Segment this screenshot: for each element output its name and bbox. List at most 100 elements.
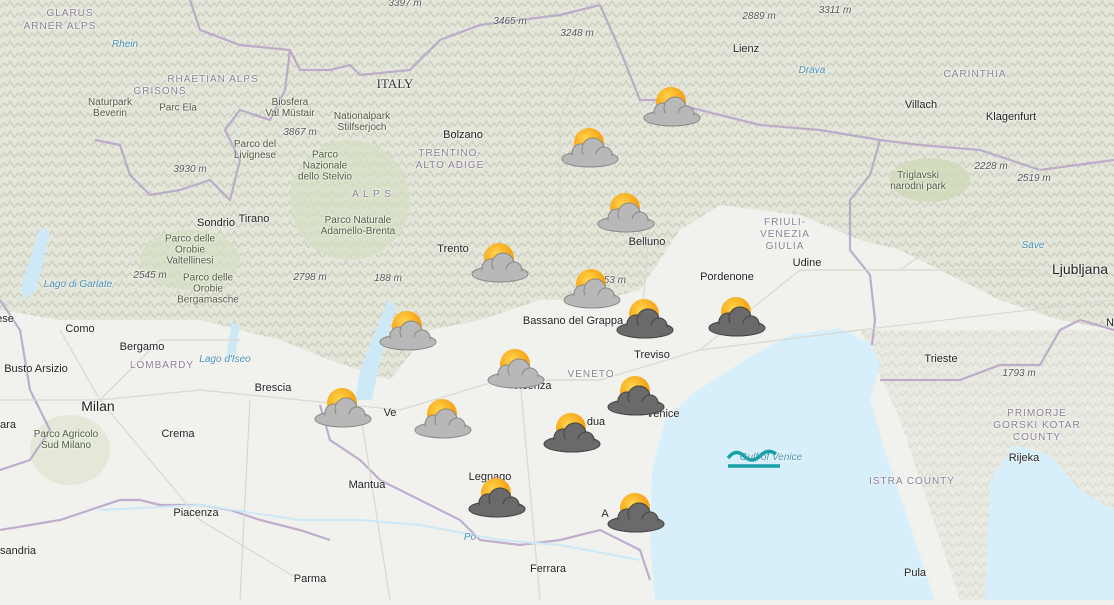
map-label-elev: 3465 m: [493, 16, 527, 27]
map-label-park: Naturpark Beverin: [88, 97, 132, 119]
map-label-park: Parco delle Orobie Valtellinesi: [164, 233, 216, 267]
map-label-elev: 188 m: [374, 273, 402, 284]
park-area: [890, 158, 970, 202]
sea: [650, 328, 935, 600]
cloud-shape: [616, 308, 674, 339]
map-label-elev: 3311 m: [818, 5, 852, 16]
map-label-city: Lienz: [732, 43, 760, 55]
map-label-elev: 3930 m: [173, 164, 207, 175]
cloud-shape: [597, 202, 655, 233]
cloud-shape: [607, 385, 665, 416]
map-label-city: Brescia: [254, 382, 292, 394]
map-label-region: VENETO: [567, 369, 615, 380]
map-label-park: Parco delle Orobie Bergamasche: [177, 272, 239, 306]
mostly-cloudy-icon[interactable]: [605, 373, 667, 417]
mostly-cloudy-icon[interactable]: [706, 294, 768, 338]
map-label-city: Bergamo: [119, 341, 165, 353]
partly-cloudy-icon[interactable]: [469, 240, 531, 284]
map-label-water: Drava: [798, 65, 826, 76]
map-label-elev: 1793 m: [1002, 368, 1036, 379]
map-label-city: Busto Arsizio: [4, 363, 68, 375]
map-label-region: ARNER ALPS: [23, 21, 97, 32]
map-label-city: Udine: [792, 257, 822, 269]
partly-cloudy-icon[interactable]: [377, 308, 439, 352]
cloud-shape: [471, 252, 529, 283]
partly-cloudy-icon[interactable]: [561, 266, 623, 310]
map-label-city: Trento: [437, 243, 469, 255]
map-label-water: Lago d'Iseo: [199, 354, 251, 365]
map-label-city: Parma: [293, 573, 327, 585]
map-label-elev: 3397 m: [388, 0, 422, 9]
map-label-city: Ferrara: [529, 563, 567, 575]
map-label-water: Rhein: [111, 39, 139, 50]
map-label-region: RHAETIAN ALPS: [167, 74, 259, 85]
map-label-city: Pordenone: [700, 271, 754, 283]
map-label-city: A: [601, 508, 609, 520]
cloud-shape: [414, 408, 472, 439]
cloud-shape: [607, 502, 665, 533]
cloud-shape: [314, 397, 372, 428]
map-label-city: Como: [65, 323, 95, 335]
park-area: [290, 140, 410, 260]
map-label-park: Parc Ela: [159, 102, 197, 114]
map-label-region: FRIULI-VENEZIA GIULIA: [760, 217, 810, 252]
map-label-water: Gulf of Venice: [739, 452, 803, 463]
map-label-park: Nationalpark Stilfserjoch: [333, 111, 391, 133]
cloud-shape: [708, 306, 766, 337]
map-label-region: PRIMORJE GORSKI KOTAR COUNTY: [993, 408, 1081, 443]
partly-cloudy-icon[interactable]: [641, 84, 703, 128]
map-label-city: Ve: [383, 407, 397, 419]
map-label-big: Ljubljana: [1051, 261, 1109, 277]
kvarner-sea: [985, 445, 1114, 600]
map-label-city: sandria: [0, 545, 37, 557]
map-label-city: Villach: [904, 99, 938, 111]
map-label-city: Bassano del Grappa: [522, 315, 624, 327]
cloud-shape: [487, 358, 545, 389]
map-label-water: Save: [1021, 240, 1045, 251]
po-river: [99, 503, 641, 561]
map-label-region: ISTRA COUNTY: [869, 476, 955, 487]
map-label-park: Triglavski narodni park: [890, 170, 946, 192]
cloud-shape: [468, 487, 526, 518]
waves-icon[interactable]: [724, 436, 786, 480]
map-label-elev: 2545 m: [133, 270, 167, 281]
map-label-city: Rijeka: [1008, 452, 1040, 464]
map-label-water: Lago di Garlate: [43, 279, 113, 290]
partly-cloudy-icon[interactable]: [312, 385, 374, 429]
map-label-city: Sondrio: [197, 217, 235, 229]
map-label-park: Parco del Livignese: [233, 139, 277, 161]
cloud-shape: [543, 422, 601, 453]
map-label-city: Mantua: [348, 479, 386, 491]
mostly-cloudy-icon[interactable]: [466, 475, 528, 519]
map-label-city: Tirano: [238, 213, 270, 225]
alps-relief: [0, 0, 1114, 380]
map-label-elev: 2519 m: [1017, 173, 1051, 184]
map-label-city: Bolzano: [443, 129, 483, 141]
map-label-park: Parco Naturale Adamello-Brenta: [320, 215, 396, 237]
partly-cloudy-icon[interactable]: [485, 346, 547, 390]
mostly-cloudy-icon[interactable]: [614, 296, 676, 340]
lake-como: [20, 228, 50, 300]
map-label-city: Trieste: [924, 353, 958, 365]
map-label-city: Treviso: [634, 349, 670, 361]
map-label-elev: 2798 m: [293, 272, 327, 283]
mostly-cloudy-icon[interactable]: [541, 410, 603, 454]
map-label-city: Pula: [903, 567, 927, 579]
map-label-elev: 3248 m: [560, 28, 594, 39]
lake-iseo: [226, 322, 240, 362]
lake-garda: [355, 300, 396, 400]
map-label-water: Po: [463, 532, 477, 543]
mostly-cloudy-icon[interactable]: [605, 490, 667, 534]
map-label-city: ese: [0, 313, 14, 325]
map-label-region: TRENTINO-ALTO ADIGE: [415, 148, 485, 171]
partly-cloudy-icon[interactable]: [595, 190, 657, 234]
partly-cloudy-icon[interactable]: [412, 396, 474, 440]
map-label-city: Belluno: [628, 236, 666, 248]
cloud-shape: [379, 320, 437, 351]
map-label-elev: 2228 m: [974, 161, 1008, 172]
map-label-park: Parco Nazionale dello Stelvio: [298, 149, 352, 183]
partly-cloudy-icon[interactable]: [559, 125, 621, 169]
map-label-elev: 553 m: [598, 275, 626, 286]
